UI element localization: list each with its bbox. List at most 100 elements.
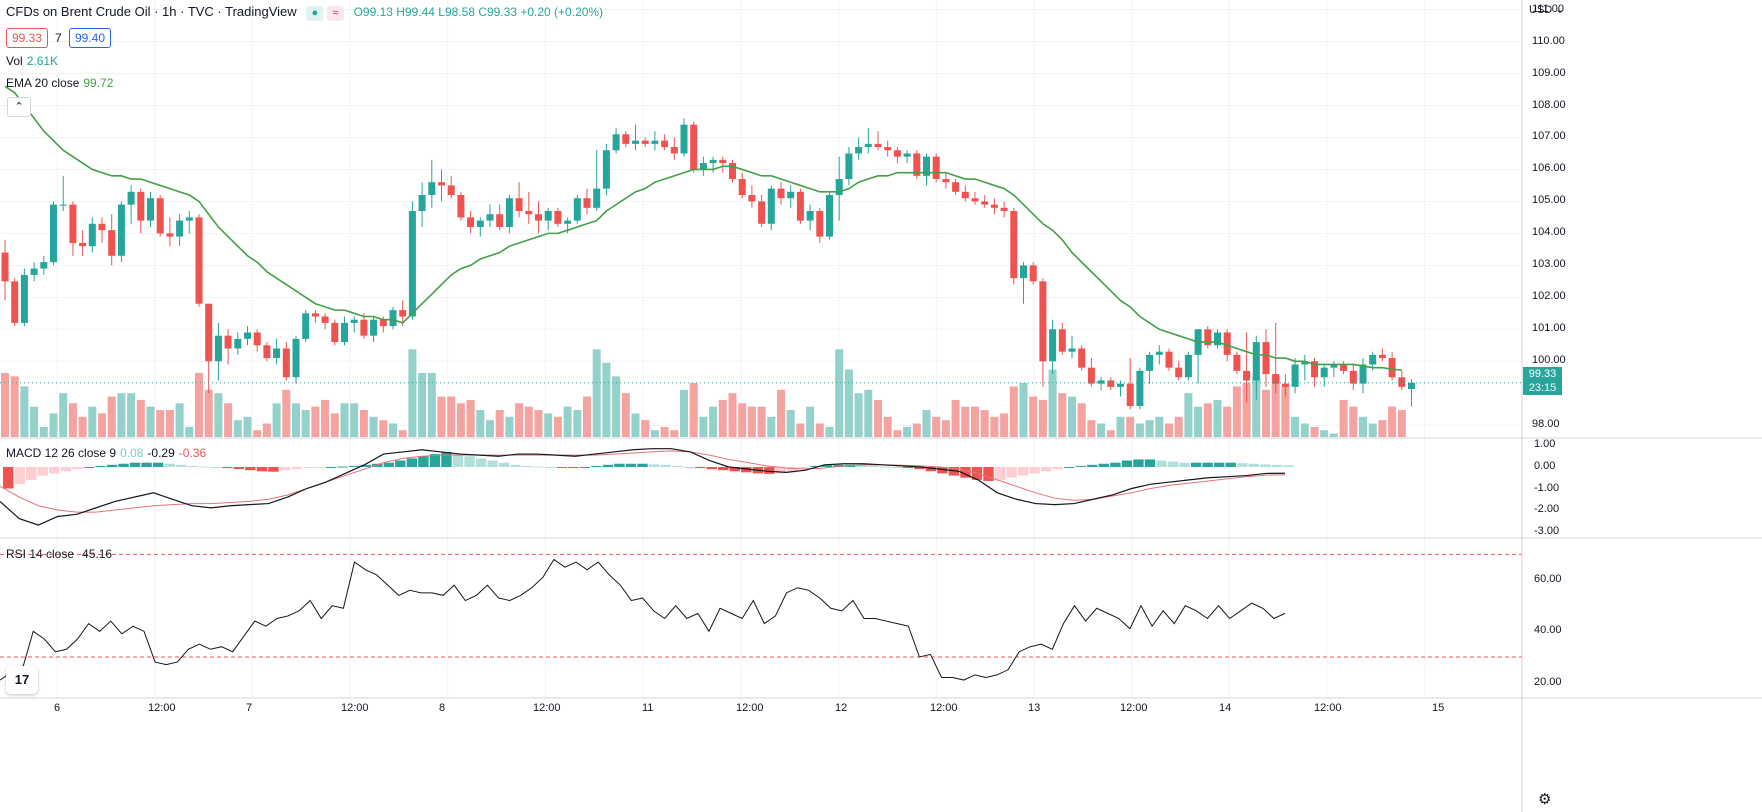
ask-price-badge[interactable]: 99.40 [69,28,112,48]
ema-line [0,85,1522,384]
macd-histogram-bar [210,466,221,468]
collapse-legend-button[interactable]: ⌃ [7,97,31,117]
macd-histogram-bar [960,466,971,478]
candle-body [719,159,727,164]
candle-body [311,313,319,317]
macd-histogram-bar [729,466,740,472]
volume-bar [185,426,194,437]
volume-bar [292,403,300,437]
volume-bar [243,416,252,437]
volume-bar [456,403,465,437]
indicator-toggle-a[interactable]: ● [306,6,324,21]
volume-bar [59,393,68,437]
volume-bar [660,426,669,437]
macd-histogram-bar [994,466,1006,480]
candle-body [88,223,96,247]
volume-legend: Vol 2.61K [6,54,58,68]
macd-histogram-bar [395,460,406,467]
candle-body [1223,332,1231,355]
volume-bar [641,420,650,437]
candle-body [515,198,523,212]
volume-bar [272,403,281,437]
volume-bar [757,406,766,437]
volume-bar [1174,416,1183,437]
macd-histogram-bar [833,464,844,467]
time-tick: 15 [1432,702,1445,714]
volume-bar [1116,416,1125,437]
candle-body [729,163,736,180]
volume-bar [573,410,582,437]
ema20-line [4,85,1402,372]
macd-histogram-bar [1179,462,1190,467]
macd-histogram-bar [487,460,498,467]
candle-body [874,143,882,148]
candle-body [69,204,77,243]
ohlc-values: O99.13 H99.44 L98.58 C99.33 +0.20 (+0.20… [353,5,604,19]
volume-bar [1349,406,1358,437]
candle-body [253,332,261,346]
volume-bar [437,396,446,437]
volume-bar [1291,416,1300,437]
candle-body [690,124,698,170]
volume-bar [553,416,562,437]
macd-histogram-bar [1064,466,1075,468]
macd-histogram-bar [1167,461,1179,467]
candle-body [835,179,843,196]
candle-body [1291,364,1299,387]
volume-bar [815,423,824,437]
volume-bar [922,410,931,437]
candle-body [1233,354,1241,371]
logo-text: 17 [14,672,30,687]
indicator-toggle-b[interactable]: ≈ [326,6,344,21]
candle-body [195,217,203,304]
volume-bar [224,403,233,437]
volume-bar [1077,403,1086,437]
macd-histogram-bar [1121,460,1133,467]
candle-body [438,182,445,186]
bid-price-badge[interactable]: 99.33 [6,28,49,48]
candle-body [602,150,610,189]
currency-selector[interactable]: USD ⌄ [1529,3,1565,16]
candle-body [234,338,242,349]
candle-body [1058,329,1066,352]
volume-bar [39,426,48,437]
candle-body [1136,370,1144,407]
volume-bar [621,393,630,437]
volume-bar [563,406,572,437]
volume-bar [1378,420,1387,437]
macd-histogram-bar [291,466,302,470]
candle-body [40,262,48,269]
candle-body [971,198,979,202]
gear-icon[interactable]: ⚙ [1538,791,1552,808]
volume-bar [1058,393,1067,437]
macd-histogram-bar [325,466,337,468]
macd-histogram-bar [72,466,83,470]
macd-histogram-bar [867,465,879,467]
price-tick: 109.00 [1532,66,1566,79]
candle-body [1010,211,1018,279]
macd-histogram-bar [1213,462,1225,467]
volume-bar [1029,396,1038,437]
ema-legend: EMA 20 close 99.72 [6,76,113,90]
macd-histogram-bar [383,462,394,467]
candle-body [496,214,504,227]
volume-bar [844,369,853,437]
volume-bar [1232,386,1241,437]
candle-body [1369,354,1377,365]
volume-bar [1048,369,1057,437]
time-tick: 12 [835,702,848,714]
candle-body [1165,351,1173,368]
candle-body [1378,354,1386,359]
candle-body [1262,342,1270,375]
candle-body [273,348,281,359]
macd-tick: 0.00 [1534,459,1556,472]
tradingview-logo[interactable]: 17 [6,666,38,694]
candle-body [1281,383,1289,387]
volume-bar [1,372,9,437]
candle-body [738,179,746,196]
volume-bar [1300,423,1309,437]
candle-body [302,313,310,339]
volume-bar [524,406,533,437]
volume-bar [864,389,873,437]
